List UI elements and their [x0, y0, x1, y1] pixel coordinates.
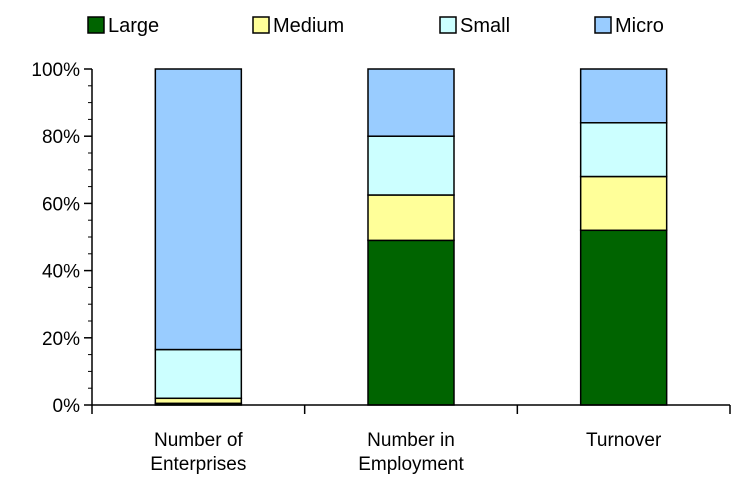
legend-swatch: [252, 16, 270, 34]
x-category-label: Number of Enterprises: [150, 430, 246, 475]
x-category-label: Number in Employment: [358, 430, 464, 475]
y-tick-label: 20%: [42, 329, 80, 350]
y-tick-label: 60%: [42, 194, 80, 215]
bar-segment-micro-1: [367, 68, 455, 137]
legend-swatch: [87, 16, 105, 34]
legend-label: Large: [108, 15, 159, 37]
bar-segment-medium-0: [154, 397, 243, 405]
legend-swatch: [439, 16, 457, 34]
legend-item-small: Small: [439, 15, 510, 37]
y-tick-label: 0%: [53, 396, 81, 417]
bar-segment-small-1: [367, 135, 455, 196]
bar-segment-micro-0: [154, 68, 243, 351]
x-category-label: Turnover: [586, 430, 662, 451]
legend-label: Micro: [615, 15, 664, 37]
y-tick-label: 80%: [42, 127, 80, 148]
bar-segment-small-0: [154, 348, 243, 400]
y-tick-label: 40%: [42, 262, 80, 283]
y-axis: 0% 20% 40% 60% 80% 100%: [31, 60, 93, 417]
bar-segment-large-2: [579, 229, 668, 406]
bar-segment-large-1: [367, 239, 455, 406]
bar-segment-micro-2: [579, 68, 668, 124]
bar-segment-medium-1: [367, 194, 455, 242]
bar-segment-medium-2: [579, 175, 668, 232]
legend-swatch: [594, 16, 612, 34]
x-axis: Number of Enterprises Number in Employment T…: [91, 404, 731, 475]
bars: [154, 68, 668, 406]
legend-label: Medium: [273, 15, 344, 37]
legend-label: Small: [460, 15, 510, 37]
legend-item-medium: Medium: [252, 15, 344, 37]
y-tick-label: 100%: [31, 60, 80, 81]
legend: Large Medium Small Micro: [87, 15, 664, 37]
legend-item-large: Large: [87, 15, 159, 37]
bar-segment-small-2: [579, 122, 668, 178]
legend-item-micro: Micro: [594, 15, 664, 37]
